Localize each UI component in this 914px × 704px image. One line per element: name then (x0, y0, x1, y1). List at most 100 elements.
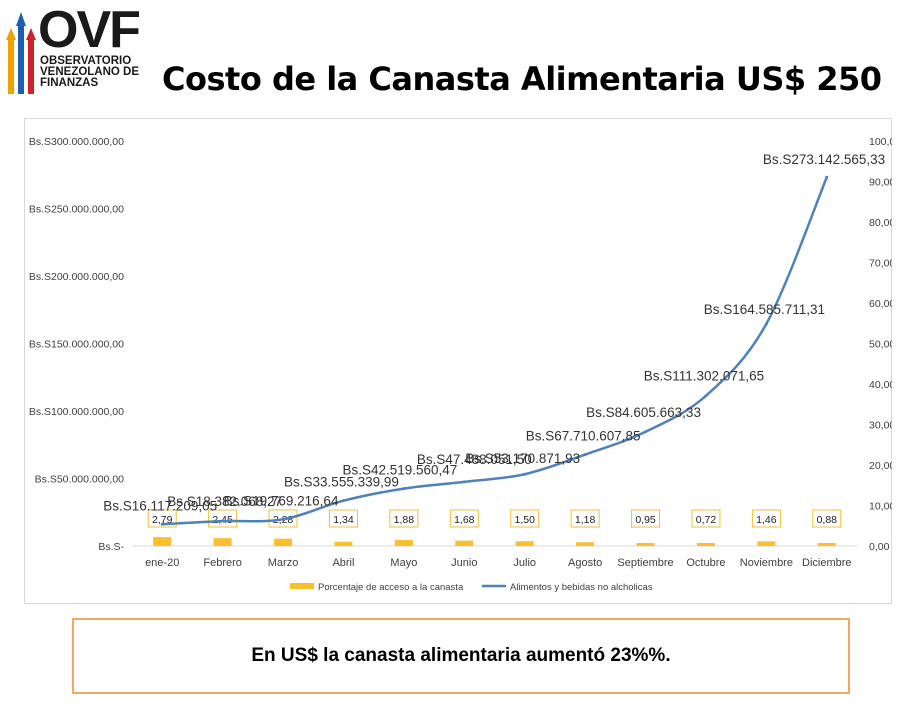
bar (696, 543, 715, 546)
bar-label-box (812, 509, 842, 528)
right-axis-tick-label: 70,00 (869, 258, 892, 270)
bar (576, 542, 595, 546)
x-axis-tick-label: Abril (332, 557, 354, 569)
note-text: En US$ la canasta alimentaria aumentó 23… (251, 645, 671, 666)
logo-subtitle: OBSERVATORIO VENEZOLANO DE FINANZAS (40, 55, 140, 89)
x-axis-tick-label: Febrero (203, 557, 242, 569)
right-axis-tick-label: 80,00 (869, 217, 892, 229)
line-point (160, 522, 164, 526)
line-data-label: Bs.S18.382.068,27 (167, 494, 282, 509)
bar (394, 539, 413, 546)
line-data-label: Bs.S273.142.565,33 (763, 152, 885, 167)
left-axis-tick-label: Bs.S100.000.000,00 (29, 406, 124, 418)
line-point (825, 175, 829, 179)
line-data-label: Bs.S42.519.560,47 (342, 463, 457, 478)
line-data-label: Bs.S111.302.071,65 (644, 369, 764, 384)
line-point (341, 499, 345, 503)
x-axis-tick-label: Noviembre (740, 557, 793, 569)
left-axis-tick-label: Bs.S150.000.000,00 (29, 339, 124, 351)
bar-data-label: 1,34 (333, 514, 354, 526)
bar-label-box (751, 509, 781, 528)
bar (334, 541, 353, 546)
line-point (764, 322, 768, 326)
line-point (523, 472, 527, 476)
bar (213, 538, 232, 546)
right-axis-tick-label: 10,00 (869, 501, 892, 513)
line-point (583, 453, 587, 457)
bar-data-label: 0,95 (635, 514, 656, 526)
bar (636, 542, 655, 546)
left-axis-tick-label: Bs.S300.000.000,00 (29, 136, 124, 148)
logo-letters: OVF (38, 1, 141, 59)
left-axis-tick-label: Bs.S50.000.000,00 (35, 474, 124, 486)
right-axis-tick-label: 50,00 (869, 339, 892, 351)
bar-label-box (510, 509, 540, 528)
logo-subtitle-line: FINANZAS (40, 77, 99, 89)
line-series (162, 176, 828, 526)
line-point (402, 487, 406, 491)
x-axis-tick-label: Octubre (686, 557, 725, 569)
left-axis-tick-label: Bs.S200.000.000,00 (29, 271, 124, 283)
bar (153, 537, 172, 546)
line-data-label: Bs.S33.555.339,99 (284, 475, 399, 490)
legend-label-line: Alimentos y bebidas no alcholicas (510, 582, 653, 593)
bar (817, 543, 836, 546)
chart-frame (24, 118, 892, 604)
bar-label-box (389, 509, 419, 528)
line-point (221, 519, 225, 523)
bar-data-label: 0,88 (817, 514, 838, 526)
note-box: En US$ la canasta alimentaria aumentó 23… (72, 618, 850, 694)
line-data-label: Bs.S47.488.051,50 (417, 452, 532, 467)
x-axis-tick-label: Septiembre (617, 557, 673, 569)
x-axis-tick-label: Junio (451, 557, 477, 569)
bar-label-box (631, 509, 661, 528)
x-axis-tick-label: ene-20 (145, 557, 179, 569)
bar-label-box (570, 509, 600, 528)
line-data-label: Bs.S84.605.663,33 (586, 405, 701, 420)
bar (515, 541, 534, 546)
left-axis-tick-label: Bs.S250.000.000,00 (29, 204, 124, 216)
x-axis-tick-label: Marzo (268, 557, 299, 569)
bar-data-label: 0,72 (696, 514, 717, 526)
logo-arrows-icon (6, 12, 36, 94)
x-axis-tick-label: Agosto (568, 557, 602, 569)
bar-data-label: 1,50 (514, 514, 535, 526)
line-data-label: Bs.S53.170.871,93 (465, 451, 580, 466)
bar (757, 541, 776, 546)
bar-data-label: 1,46 (756, 514, 777, 526)
bar-label-box (328, 509, 358, 528)
bar (455, 540, 474, 546)
right-axis-tick-label: 20,00 (869, 460, 892, 472)
right-axis-tick-label: 90,00 (869, 177, 892, 189)
right-axis-tick-label: 60,00 (869, 298, 892, 310)
line-data-label: Bs.S19.769.216,64 (224, 493, 339, 508)
page-title: Costo de la Canasta Alimentaria US$ 250 (162, 60, 882, 98)
line-point (704, 394, 708, 398)
right-axis-tick-label: 0,00 (869, 541, 890, 553)
bar-label-box (208, 509, 238, 528)
ovf-logo: OVF OBSERVATORIO VENEZOLANO DE FINANZAS (4, 4, 164, 96)
right-axis-tick-label: 100,00 (869, 136, 892, 148)
bar (274, 538, 293, 546)
line-data-label: Bs.S67.710.607,85 (526, 429, 641, 444)
line-data-label: Bs.S16.117.209,05 (103, 498, 217, 513)
x-axis-tick-label: Julio (513, 557, 536, 569)
logo-subtitle-line: OBSERVATORIO (40, 55, 132, 67)
bar-data-label: 1,68 (454, 514, 475, 526)
legend-swatch-bar (290, 583, 314, 589)
bar-data-label: 1,88 (394, 514, 415, 526)
line-point (281, 517, 285, 521)
legend-label-bar: Porcentaje de acceso a la canasta (318, 582, 464, 593)
bar-label-box (691, 509, 721, 528)
left-axis-tick-label: Bs.S- (98, 541, 124, 553)
line-point (644, 430, 648, 434)
line-point (462, 480, 466, 484)
right-axis-tick-label: 40,00 (869, 379, 892, 391)
x-axis-tick-label: Mayo (390, 557, 417, 569)
right-axis-tick-label: 30,00 (869, 420, 892, 432)
logo-subtitle-line: VENEZOLANO DE (40, 66, 140, 78)
x-axis-tick-label: Diciembre (802, 557, 852, 569)
chart-svg: Bs.S- Bs.S50.000.000,00 Bs.S100.000.000,00… (29, 136, 892, 593)
line-data-label: Bs.S164.585.711,31 (704, 302, 825, 317)
bar-label-box (449, 509, 479, 528)
